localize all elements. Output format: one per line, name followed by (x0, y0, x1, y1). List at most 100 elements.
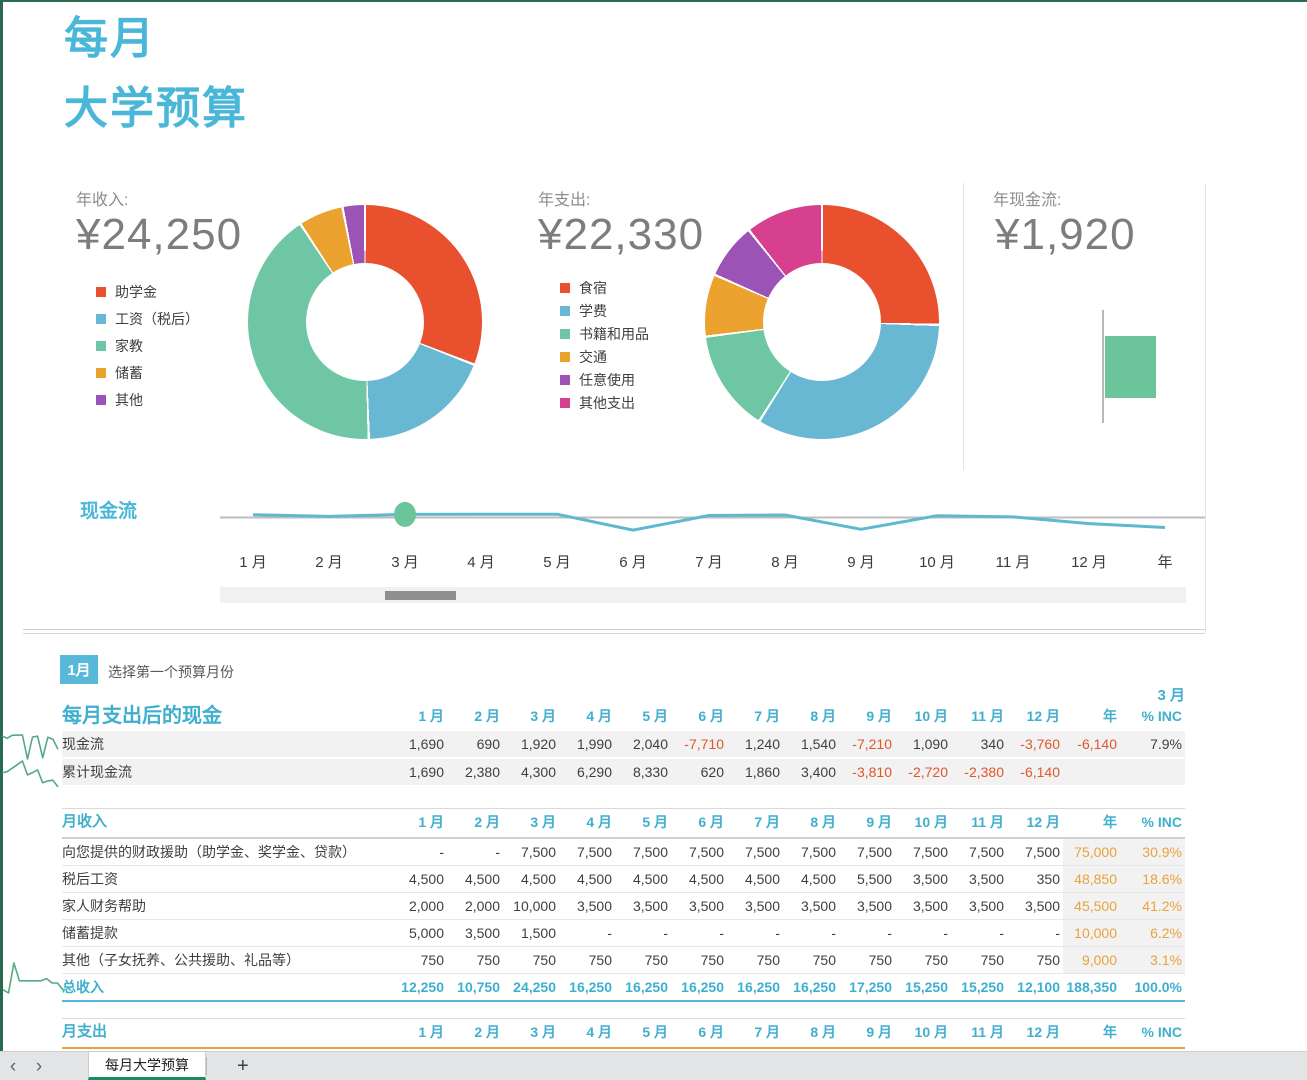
column-header[interactable]: 年 (1103, 814, 1117, 830)
table-cell[interactable]: - (831, 925, 836, 941)
table-cell[interactable]: 16,250 (559, 973, 615, 1001)
table-cell[interactable]: 750 (644, 952, 668, 968)
table-cell[interactable]: 188,350 (1063, 973, 1120, 1001)
table-cell[interactable]: 690 (476, 736, 500, 752)
column-header[interactable]: 3 月 (530, 814, 556, 830)
column-header[interactable]: 2 月 (474, 1024, 500, 1040)
table-cell[interactable]: 16,250 (615, 973, 671, 1001)
month-selector-badge[interactable]: 1月 (60, 655, 98, 684)
table-cell[interactable]: 12,250 (391, 973, 447, 1001)
table-cell[interactable]: 48,850 (1063, 865, 1120, 893)
prev-sheet-arrow-icon[interactable]: ‹ (9, 1055, 17, 1077)
table-cell[interactable]: -6,140 (1020, 764, 1060, 780)
column-header[interactable]: 7 月 (754, 1024, 780, 1040)
table-cell[interactable]: - (775, 925, 780, 941)
table-cell[interactable]: 750 (756, 952, 780, 968)
table-cell[interactable]: 3,500 (632, 898, 668, 914)
table-cell[interactable]: 750 (588, 952, 612, 968)
table-cell[interactable]: 7,500 (576, 844, 612, 860)
table-cell[interactable]: 8,330 (632, 764, 668, 780)
table-cell[interactable]: - (607, 925, 612, 941)
table-cell[interactable]: 1,090 (912, 736, 948, 752)
column-header[interactable]: 6 月 (698, 708, 724, 724)
column-header[interactable]: % INC (1141, 708, 1182, 724)
table-cell[interactable]: 15,250 (895, 973, 951, 1001)
table-cell[interactable]: -6,140 (1077, 736, 1117, 752)
column-header[interactable]: 5 月 (642, 1024, 668, 1040)
column-header[interactable]: 11 月 (971, 814, 1004, 830)
table-cell[interactable]: 7,500 (520, 844, 556, 860)
table-cell[interactable]: - (999, 925, 1004, 941)
column-header[interactable]: 9 月 (866, 708, 892, 724)
table-cell[interactable]: 10,000 (1063, 919, 1120, 947)
table-cell[interactable]: 7.9% (1150, 736, 1182, 752)
column-header[interactable]: 3 月 (530, 1024, 556, 1040)
table-cell[interactable]: -3,810 (852, 764, 892, 780)
table-cell[interactable]: 1,920 (520, 736, 556, 752)
table-cell[interactable]: 7,500 (1024, 844, 1060, 860)
table-cell[interactable]: 7,500 (744, 844, 780, 860)
column-header[interactable]: 4 月 (586, 1024, 612, 1040)
column-header[interactable]: 1 月 (418, 814, 444, 830)
table-cell[interactable]: 41.2% (1120, 892, 1185, 920)
column-header[interactable]: 7 月 (754, 814, 780, 830)
column-header[interactable]: 10 月 (914, 1024, 948, 1040)
table-cell[interactable]: 45,500 (1063, 892, 1120, 920)
table-cell[interactable]: 1,990 (576, 736, 612, 752)
column-header[interactable]: 6 月 (698, 1024, 724, 1040)
table-cell[interactable]: 24,250 (503, 973, 559, 1001)
table-cell[interactable]: 3,500 (968, 871, 1004, 887)
column-header[interactable]: 2 月 (474, 814, 500, 830)
table-cell[interactable]: 3,400 (800, 764, 836, 780)
table-cell[interactable]: 750 (700, 952, 724, 968)
table-cell[interactable] (1120, 758, 1185, 786)
row-label[interactable]: 其他（子女抚养、公共援助、礼品等） (62, 952, 300, 968)
row-label[interactable]: 现金流 (62, 736, 104, 752)
column-header[interactable]: 年 (1103, 708, 1117, 724)
table-cell[interactable]: 4,500 (576, 871, 612, 887)
table-cell[interactable]: 5,000 (408, 925, 444, 941)
column-header[interactable]: 5 月 (642, 708, 668, 724)
column-header[interactable]: 4 月 (586, 708, 612, 724)
scrollbar-thumb[interactable] (385, 591, 456, 600)
table-cell[interactable]: - (1055, 925, 1060, 941)
table-cell[interactable]: 3.1% (1120, 946, 1185, 974)
table-cell[interactable]: 7,500 (912, 844, 948, 860)
row-label[interactable]: 累计现金流 (62, 764, 132, 780)
table-cell[interactable]: -2,720 (908, 764, 948, 780)
table-cell[interactable]: -2,380 (964, 764, 1004, 780)
table-cell[interactable]: -3,760 (1020, 736, 1060, 752)
table-cell[interactable]: 1,690 (408, 736, 444, 752)
table-cell[interactable]: 750 (812, 952, 836, 968)
table-cell[interactable]: 3,500 (968, 898, 1004, 914)
chart-scrollbar[interactable] (220, 587, 1186, 603)
table-cell[interactable]: 2,000 (408, 898, 444, 914)
column-header[interactable]: 7 月 (754, 708, 780, 724)
column-header[interactable]: 9 月 (866, 814, 892, 830)
row-label[interactable]: 总收入 (62, 973, 391, 1001)
table-cell[interactable]: 7,500 (688, 844, 724, 860)
table-cell[interactable]: 750 (476, 952, 500, 968)
row-label[interactable]: 家人财务帮助 (62, 898, 146, 914)
table-cell[interactable]: 4,500 (632, 871, 668, 887)
table-cell[interactable]: - (887, 925, 892, 941)
table-cell[interactable] (1063, 758, 1120, 786)
table-cell[interactable]: 620 (700, 764, 724, 780)
table-cell[interactable]: 4,500 (800, 871, 836, 887)
table-cell[interactable]: 1,690 (408, 764, 444, 780)
column-header[interactable]: 12 月 (1026, 1024, 1060, 1040)
sheet-tab-active[interactable]: 每月大学预算 (88, 1052, 206, 1080)
column-header[interactable]: % INC (1141, 814, 1182, 830)
table-cell[interactable]: 750 (532, 952, 556, 968)
table-cell[interactable]: - (663, 925, 668, 941)
table-cell[interactable]: 7,500 (968, 844, 1004, 860)
table-cell[interactable]: 5,500 (856, 871, 892, 887)
table-cell[interactable]: 16,250 (671, 973, 727, 1001)
table-cell[interactable]: 4,500 (744, 871, 780, 887)
table-cell[interactable]: 3,500 (912, 871, 948, 887)
column-header[interactable]: 8 月 (810, 708, 836, 724)
table-cell[interactable]: 750 (868, 952, 892, 968)
table-cell[interactable]: 4,500 (520, 871, 556, 887)
table-cell[interactable]: 750 (924, 952, 948, 968)
table-cell[interactable]: -7,210 (852, 736, 892, 752)
